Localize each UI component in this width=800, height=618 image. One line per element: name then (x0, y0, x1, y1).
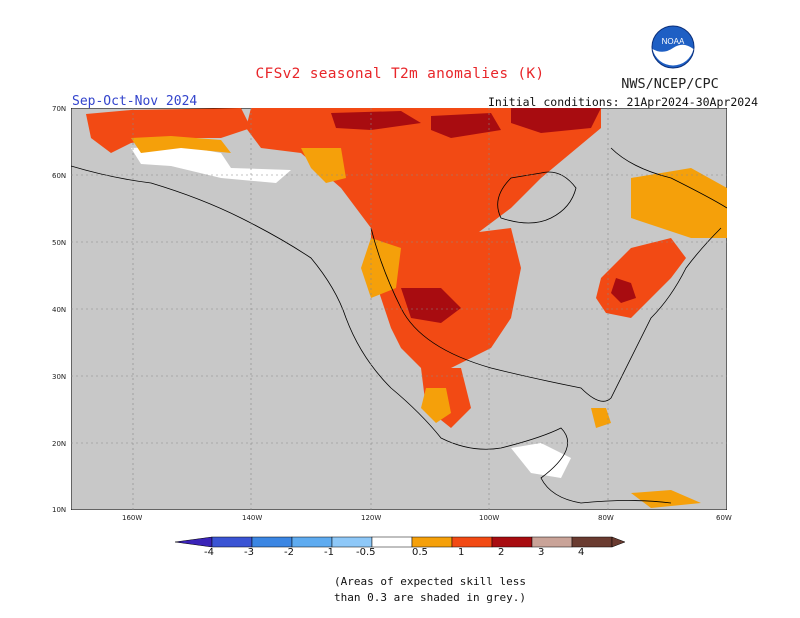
colorbar-label: -0.5 (356, 547, 376, 558)
lon-label: 120W (361, 514, 382, 522)
lat-label: 60N (52, 172, 67, 180)
colorbar-swatch (531, 536, 573, 548)
orange-area-labrador (631, 168, 727, 238)
skill-note-line2: than 0.3 are shaded in grey.) (333, 591, 527, 604)
skill-note: (Areas of expected skill less than 0.3 a… (330, 574, 530, 606)
orange-area-alaska (131, 136, 231, 153)
colorbar-label: 1 (458, 547, 465, 558)
noaa-logo: NOAA (651, 25, 695, 69)
graticule (71, 108, 727, 510)
anomaly-shading (86, 108, 727, 508)
colorbar-label: -4 (204, 547, 214, 558)
lon-label: 100W (479, 514, 500, 522)
lon-label: 80W (598, 514, 614, 522)
map-title: CFSv2 seasonal T2m anomalies (K) (255, 66, 545, 82)
colorbar-swatch (491, 536, 533, 548)
colorbar-label: 2 (498, 547, 505, 558)
orange-area-yukon (301, 148, 346, 183)
orange-area-south (591, 408, 611, 428)
colorbar-swatch (291, 536, 333, 548)
lat-label: 70N (52, 105, 67, 113)
darkred-area-nw (331, 111, 421, 130)
colorbar-label: 0.5 (412, 547, 428, 558)
red-area-arctic-west (86, 108, 251, 153)
red-area-canada (246, 108, 601, 238)
colorbar-swatch (451, 536, 493, 548)
colorbar-arrow-right (611, 536, 626, 548)
lat-label: 10N (52, 506, 67, 514)
colorbar-label: -3 (244, 547, 254, 558)
temperature-anomaly-map (71, 108, 727, 510)
darkred-area-plains (401, 288, 461, 323)
colorbar-label: -1 (324, 547, 334, 558)
orange-area-south-america (631, 490, 701, 508)
colorbar-swatch (371, 536, 413, 548)
skill-note-line1: (Areas of expected skill less (333, 575, 527, 588)
colorbar-label: -2 (284, 547, 294, 558)
lat-label: 50N (52, 239, 67, 247)
lon-label: 140W (242, 514, 263, 522)
colorbar-swatch (211, 536, 253, 548)
colorbar-label: 4 (578, 547, 585, 558)
initial-conditions-label: Initial conditions: 21Apr2024-30Apr2024 (488, 95, 759, 109)
white-area-central-america (511, 443, 571, 478)
colorbar-swatch (411, 536, 453, 548)
lat-label: 30N (52, 373, 67, 381)
lon-label: 160W (122, 514, 143, 522)
colorbar-label: 3 (538, 547, 545, 558)
colorbar (174, 536, 626, 548)
darkred-area-arctic-east (511, 108, 601, 133)
agency-label: NWS/NCEP/CPC (621, 76, 719, 92)
colorbar-swatch (251, 536, 293, 548)
orange-area-mexico (421, 388, 451, 423)
noaa-logo-text: NOAA (662, 37, 685, 46)
lat-label: 40N (52, 306, 67, 314)
lat-label: 20N (52, 440, 67, 448)
darkred-area-nunavut (431, 113, 501, 138)
lon-label: 60W (716, 514, 732, 522)
colorbar-swatch (331, 536, 373, 548)
colorbar-arrow-left (174, 536, 213, 548)
colorbar-swatch (571, 536, 613, 548)
darkred-area-northeast (611, 278, 636, 303)
season-label: Sep-Oct-Nov 2024 (72, 94, 198, 109)
